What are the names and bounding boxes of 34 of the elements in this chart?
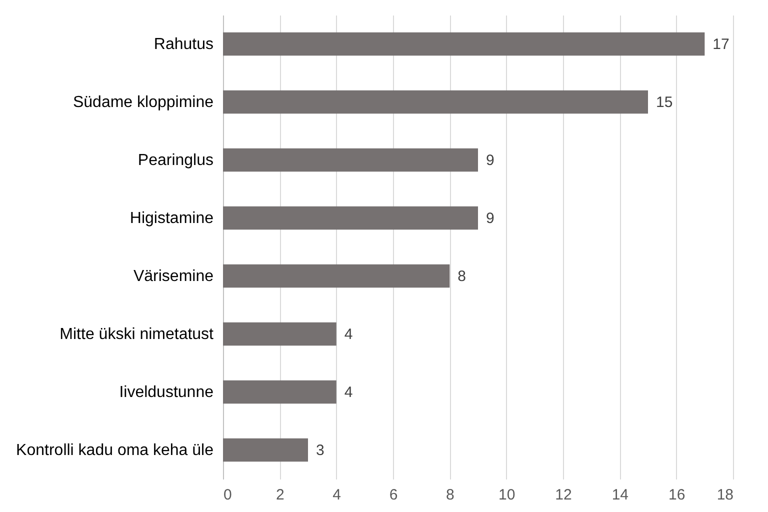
y-tick-label: Värisemine (133, 268, 214, 285)
x-tick-label: 12 (555, 486, 572, 504)
data-label: 4 (344, 326, 353, 343)
bar (223, 206, 478, 230)
data-label: 9 (486, 152, 494, 169)
bar (223, 322, 336, 346)
x-tick-label: 8 (446, 486, 454, 504)
data-label: 3 (316, 442, 324, 459)
bar (223, 148, 478, 172)
y-tick-label: Kontrolli kadu oma keha üle (16, 442, 214, 459)
x-tick-label: 10 (498, 486, 516, 504)
data-label: 17 (712, 36, 730, 53)
bar (223, 32, 705, 56)
y-tick-label: Higistamine (130, 210, 214, 227)
data-label: 15 (656, 94, 673, 111)
y-tick-label: Iiveldustunne (119, 384, 214, 401)
y-tick-label: Pearinglus (138, 152, 214, 169)
x-tick-label: 14 (612, 486, 629, 504)
bar (223, 90, 648, 114)
bar (223, 380, 336, 404)
x-tick-label: 4 (332, 486, 342, 504)
data-label: 8 (458, 268, 466, 285)
x-tick-label: 16 (668, 486, 686, 504)
x-tick-label: 0 (224, 486, 232, 504)
x-tick-label: 2 (276, 486, 284, 504)
bar (223, 264, 450, 288)
x-tick-label: 18 (716, 486, 734, 504)
y-tick-label: Mitte ükski nimetatust (60, 326, 214, 343)
data-label: 4 (344, 384, 353, 401)
y-tick-label: Rahutus (154, 36, 214, 53)
x-tick-label: 6 (389, 486, 398, 504)
y-tick-label: Südame kloppimine (72, 94, 214, 111)
data-label: 9 (486, 210, 494, 227)
bar (223, 438, 308, 462)
